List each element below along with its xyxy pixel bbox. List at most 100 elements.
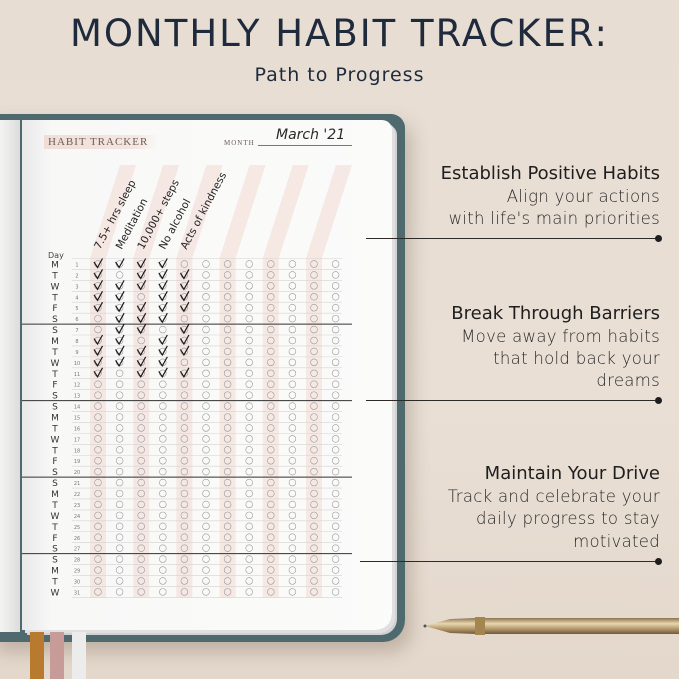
habit-circle bbox=[331, 282, 340, 290]
habit-circle bbox=[288, 566, 297, 574]
habit-circle bbox=[310, 577, 318, 585]
habit-circle bbox=[310, 424, 318, 432]
habit-circle bbox=[288, 446, 297, 454]
habit-circle bbox=[310, 435, 318, 443]
habit-circle bbox=[245, 566, 253, 574]
weekday-letter: T bbox=[51, 523, 58, 533]
check-mark bbox=[93, 334, 104, 346]
habit-circle bbox=[94, 435, 102, 443]
day-number: 17 bbox=[74, 437, 80, 443]
habit-circle bbox=[267, 347, 275, 356]
day-number: 13 bbox=[74, 394, 80, 400]
column-stripe bbox=[90, 258, 106, 598]
habit-circle bbox=[137, 424, 145, 432]
check-mark bbox=[115, 258, 125, 269]
day-number: 8 bbox=[75, 339, 78, 345]
habit-circle bbox=[310, 293, 318, 301]
habit-circle bbox=[331, 435, 340, 443]
habit-circle bbox=[137, 555, 145, 563]
check-mark bbox=[136, 301, 147, 313]
month-label: MONTH bbox=[224, 139, 255, 147]
habit-circle bbox=[115, 446, 124, 454]
habit-circle bbox=[331, 566, 340, 574]
habit-circle bbox=[310, 260, 318, 268]
habit-circle bbox=[223, 544, 232, 552]
check-mark bbox=[179, 290, 190, 302]
header-stripe bbox=[219, 165, 266, 258]
habit-circle bbox=[288, 402, 297, 410]
month-underline bbox=[258, 145, 352, 146]
weekday-letter: W bbox=[51, 359, 60, 369]
habit-circle bbox=[288, 555, 297, 563]
habit-circle bbox=[115, 467, 124, 476]
weekday-letter: W bbox=[51, 512, 60, 522]
habit-circle bbox=[245, 293, 253, 301]
habit-circle bbox=[94, 566, 102, 574]
habit-circle bbox=[202, 380, 210, 388]
check-mark bbox=[158, 290, 168, 302]
habit-circle bbox=[94, 500, 102, 509]
check-mark bbox=[136, 345, 147, 357]
habit-circle bbox=[223, 358, 232, 367]
habit-circle bbox=[137, 577, 145, 585]
habit-circle bbox=[267, 435, 275, 443]
habit-circle bbox=[267, 467, 275, 476]
habit-circle bbox=[310, 325, 318, 334]
habit-circle bbox=[159, 533, 167, 541]
habit-circle bbox=[310, 391, 318, 399]
habit-circle bbox=[310, 358, 318, 367]
habit-circle bbox=[245, 336, 253, 345]
check-mark bbox=[158, 280, 168, 291]
habit-circle bbox=[223, 577, 232, 585]
habit-circle bbox=[267, 478, 275, 487]
weekday-letter: T bbox=[51, 577, 58, 587]
weekday-letter: S bbox=[52, 315, 58, 325]
habit-circle bbox=[223, 413, 232, 421]
page-title: MONTHLY HABIT TRACKER: bbox=[70, 12, 609, 55]
habit-circle bbox=[245, 271, 253, 279]
habit-circle bbox=[180, 467, 189, 476]
feature-2-line: Move away from habits bbox=[461, 327, 660, 346]
habit-circle bbox=[94, 314, 102, 323]
day-number: 15 bbox=[74, 416, 80, 422]
column-stripe bbox=[176, 258, 193, 598]
habit-circle bbox=[202, 533, 210, 541]
habit-circle bbox=[310, 511, 318, 520]
habit-circle bbox=[288, 457, 297, 465]
habit-circle bbox=[137, 588, 145, 596]
day-number: 26 bbox=[74, 536, 80, 542]
feature-2-line: that hold back your bbox=[493, 349, 660, 368]
habit-circle bbox=[310, 544, 318, 552]
day-label: Day bbox=[48, 251, 64, 260]
habit-circle bbox=[288, 522, 297, 531]
habit-circle bbox=[202, 413, 210, 421]
habit-circle bbox=[245, 369, 253, 377]
habit-circle bbox=[267, 358, 275, 367]
check-mark bbox=[115, 345, 125, 357]
column-stripe bbox=[262, 258, 279, 598]
habit-circle bbox=[310, 457, 318, 465]
habit-circle bbox=[331, 577, 340, 585]
habit-circle bbox=[115, 511, 124, 520]
habit-circle bbox=[159, 402, 167, 410]
check-mark bbox=[179, 345, 190, 357]
habit-circle bbox=[267, 457, 275, 465]
habit-circle bbox=[245, 555, 253, 563]
habit-circle bbox=[94, 457, 102, 465]
habit-circle bbox=[310, 271, 318, 279]
weekday-letter: S bbox=[52, 468, 58, 478]
habit-circle bbox=[288, 533, 297, 541]
habit-circle bbox=[310, 566, 318, 574]
habit-circle bbox=[223, 369, 232, 377]
habit-circle bbox=[331, 402, 340, 410]
day-number: 24 bbox=[74, 514, 80, 520]
habit-circle bbox=[137, 533, 145, 541]
habit-circle bbox=[310, 555, 318, 563]
day-number: 31 bbox=[74, 590, 80, 596]
habit-circle bbox=[223, 489, 232, 498]
feature-3-line: Track and celebrate your bbox=[447, 487, 660, 506]
weekday-letter: F bbox=[52, 381, 57, 391]
habit-circle bbox=[159, 566, 167, 574]
habit-circle bbox=[202, 336, 210, 345]
